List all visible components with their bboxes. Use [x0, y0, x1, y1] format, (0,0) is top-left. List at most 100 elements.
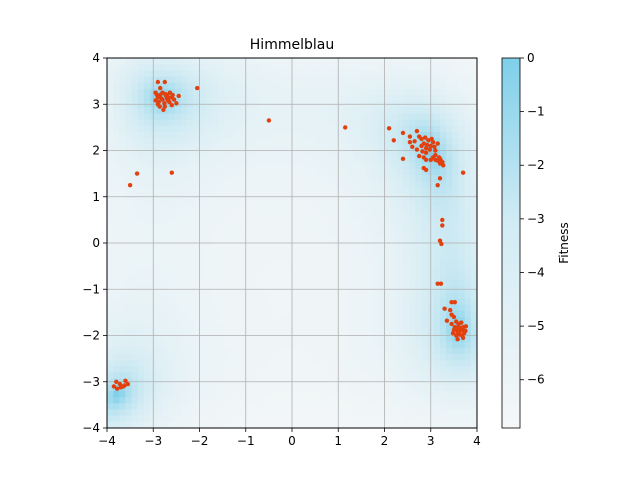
heatmap-cell	[248, 360, 256, 367]
heatmap-cell	[390, 162, 398, 170]
heatmap-cell	[415, 199, 422, 207]
heatmap-cell	[199, 206, 207, 213]
heatmap-cell	[113, 317, 120, 324]
heatmap-cell	[347, 255, 355, 262]
heatmap-cell	[125, 58, 133, 65]
heatmap-cell	[329, 310, 336, 318]
heatmap-cell	[433, 187, 441, 195]
heatmap-cell	[273, 199, 281, 207]
heatmap-cell	[322, 218, 330, 225]
heatmap-cell	[440, 199, 447, 207]
heatmap-cell	[322, 335, 330, 343]
heatmap-cell	[224, 70, 231, 77]
heatmap-cell	[174, 415, 182, 423]
heatmap-cell	[181, 360, 188, 367]
data-point	[417, 153, 422, 159]
heatmap-cell	[353, 310, 361, 318]
heatmap-cell	[205, 403, 213, 410]
heatmap-cell	[421, 310, 429, 318]
heatmap-cell	[440, 224, 447, 232]
heatmap-cell	[464, 144, 472, 151]
heatmap-cell	[403, 261, 410, 269]
heatmap-cell	[341, 187, 348, 195]
heatmap-cell	[310, 409, 318, 417]
heatmap-cell	[119, 119, 126, 127]
heatmap-cell	[372, 156, 379, 164]
heatmap-cell	[396, 243, 404, 250]
colorbar-tick-label: −4	[527, 265, 545, 279]
heatmap-cell	[162, 384, 170, 392]
heatmap-cell	[440, 292, 447, 299]
heatmap-cell	[199, 391, 207, 398]
heatmap-cell	[230, 95, 237, 102]
heatmap-cell	[446, 70, 453, 77]
heatmap-cell	[144, 298, 151, 306]
heatmap-cell	[137, 317, 145, 324]
heatmap-cell	[144, 243, 151, 250]
data-point	[157, 104, 162, 109]
heatmap-cell	[403, 95, 410, 102]
heatmap-cell	[174, 397, 182, 404]
heatmap-cell	[433, 236, 441, 244]
heatmap-cell	[174, 366, 182, 373]
heatmap-cell	[162, 107, 170, 114]
heatmap-cell	[396, 323, 404, 330]
heatmap-cell	[310, 372, 318, 380]
heatmap-cell	[205, 384, 213, 392]
heatmap-cell	[470, 317, 477, 324]
data-point	[111, 384, 117, 389]
heatmap-cell	[470, 218, 477, 225]
heatmap-cell	[230, 341, 237, 349]
heatmap-cell	[384, 384, 392, 392]
heatmap-cell	[470, 415, 477, 423]
data-point	[114, 379, 119, 384]
heatmap-cell	[168, 70, 176, 77]
heatmap-cell	[113, 421, 120, 428]
heatmap-cell	[322, 187, 330, 195]
heatmap-cell	[384, 162, 392, 170]
heatmap-cell	[168, 212, 176, 219]
heatmap-cell	[273, 335, 281, 343]
heatmap-cell	[329, 255, 336, 262]
heatmap-cell	[168, 329, 176, 336]
heatmap-cell	[236, 329, 244, 336]
heatmap-cell	[273, 292, 281, 299]
heatmap-cell	[168, 273, 176, 281]
heatmap-cell	[285, 335, 293, 343]
heatmap-cell	[211, 310, 219, 318]
heatmap-cell	[119, 107, 126, 114]
data-point	[162, 79, 167, 85]
heatmap-cell	[458, 119, 466, 127]
heatmap-cell	[107, 360, 114, 367]
heatmap-cell	[181, 243, 188, 250]
heatmap-cell	[292, 360, 299, 367]
heatmap-cell	[421, 107, 429, 114]
heatmap-cell	[230, 280, 237, 287]
heatmap-cell	[236, 267, 244, 275]
heatmap-cell	[119, 292, 126, 299]
data-point	[171, 97, 177, 102]
heatmap-cell	[131, 360, 139, 367]
heatmap-cell	[316, 354, 324, 361]
heatmap-cell	[390, 391, 398, 398]
heatmap-cell	[119, 76, 126, 84]
heatmap-cell	[322, 82, 330, 90]
heatmap-cell	[193, 206, 200, 213]
heatmap-cell	[359, 255, 367, 262]
heatmap-cell	[279, 292, 287, 299]
heatmap-cell	[125, 125, 133, 133]
heatmap-cell	[310, 218, 318, 225]
heatmap-cell	[168, 317, 176, 324]
heatmap-cell	[174, 298, 182, 306]
heatmap-cell	[125, 230, 133, 238]
heatmap-cell	[187, 218, 194, 225]
heatmap-cell	[409, 372, 416, 380]
heatmap-cell	[144, 273, 151, 281]
heatmap-cell	[211, 64, 219, 71]
heatmap-cell	[366, 360, 373, 367]
heatmap-cell	[248, 384, 256, 392]
heatmap-cell	[218, 132, 225, 139]
heatmap-cell	[193, 82, 200, 90]
heatmap-cell	[199, 273, 207, 281]
heatmap-cell	[218, 323, 225, 330]
